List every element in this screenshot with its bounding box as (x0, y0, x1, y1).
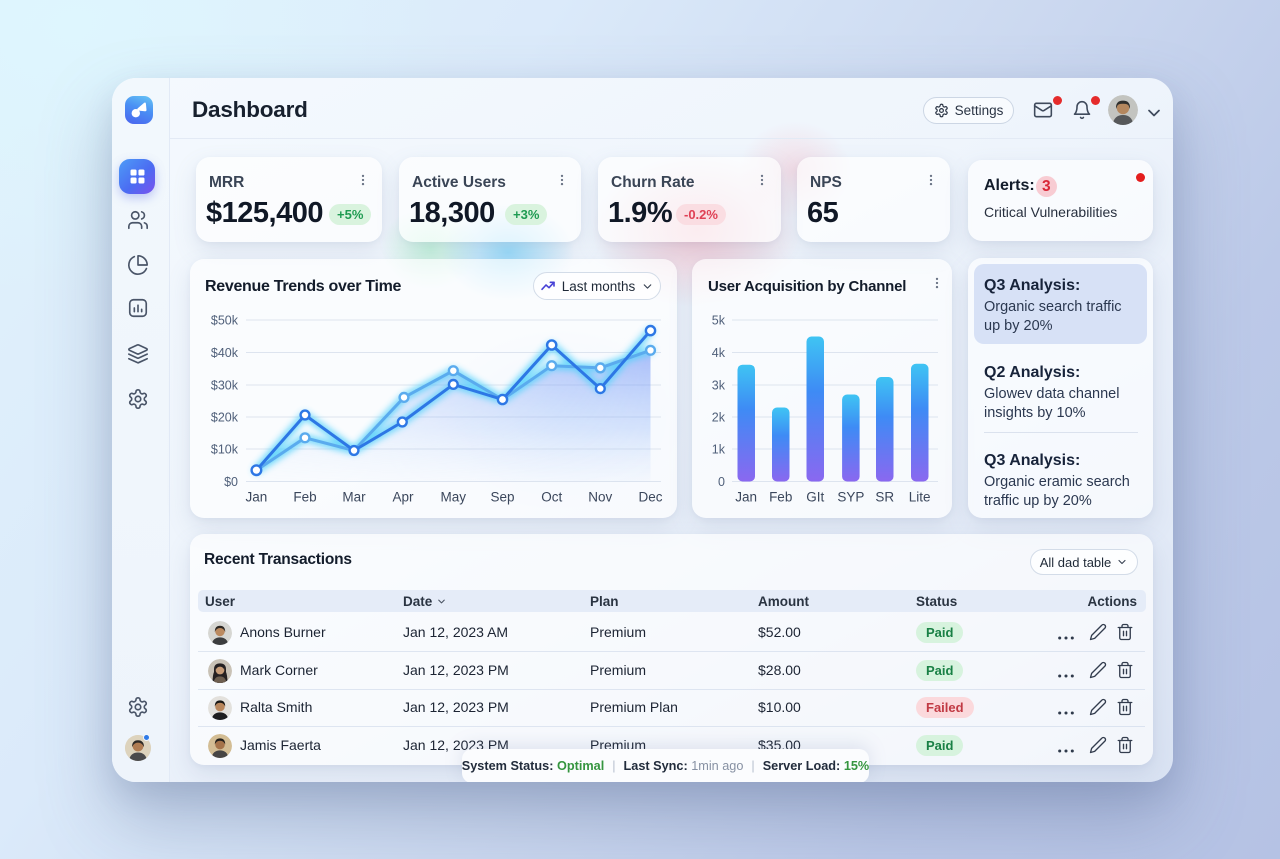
svg-text:5k: 5k (712, 314, 726, 328)
svg-text:SR: SR (875, 490, 894, 505)
svg-text:Feb: Feb (769, 490, 792, 505)
svg-text:$20k: $20k (211, 411, 239, 425)
svg-text:2k: 2k (712, 411, 726, 425)
svg-text:$10k: $10k (211, 443, 239, 457)
svg-text:$40k: $40k (211, 346, 239, 360)
svg-text:1k: 1k (712, 443, 726, 457)
svg-text:Nov: Nov (588, 490, 612, 505)
svg-text:Dec: Dec (638, 490, 662, 505)
svg-text:3k: 3k (712, 379, 726, 393)
svg-text:May: May (441, 490, 467, 505)
svg-text:Oct: Oct (541, 490, 562, 505)
svg-text:0: 0 (718, 475, 725, 489)
svg-text:SYP: SYP (837, 490, 864, 505)
svg-text:$50k: $50k (211, 314, 239, 328)
svg-text:$30k: $30k (211, 379, 239, 393)
svg-text:Jan: Jan (735, 490, 757, 505)
svg-text:$0: $0 (224, 475, 238, 489)
svg-text:Mar: Mar (342, 490, 366, 505)
svg-text:GIt: GIt (806, 490, 824, 505)
svg-text:4k: 4k (712, 346, 726, 360)
svg-text:Jan: Jan (246, 490, 268, 505)
svg-text:Feb: Feb (293, 490, 316, 505)
svg-text:Lite: Lite (909, 490, 931, 505)
svg-text:Sep: Sep (490, 490, 514, 505)
svg-text:Apr: Apr (392, 490, 414, 505)
